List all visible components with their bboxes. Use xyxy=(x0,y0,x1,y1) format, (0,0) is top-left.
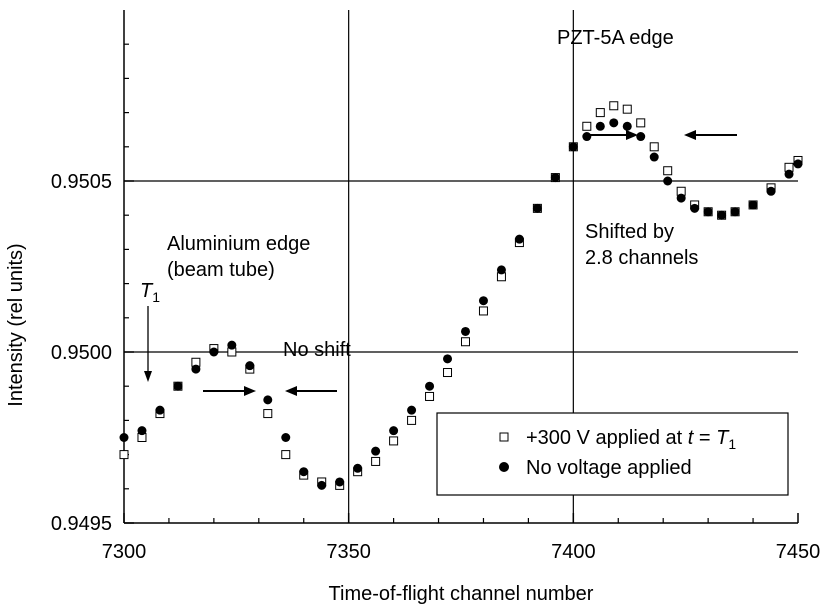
data-point-open-square xyxy=(622,104,632,114)
annotation-t1: T1 xyxy=(140,280,160,305)
data-point-filled-circle xyxy=(335,477,345,487)
data-point-filled-circle xyxy=(609,118,619,128)
data-point-open-square xyxy=(582,121,592,131)
annotation-aluminium-line1: Aluminium edge xyxy=(167,233,310,255)
arrow-shift-right xyxy=(588,130,638,140)
data-point-open-square xyxy=(595,108,605,118)
data-point-filled-circle xyxy=(496,265,506,275)
data-point-filled-circle xyxy=(532,203,542,213)
data-point-open-square xyxy=(407,415,417,425)
data-point-filled-circle xyxy=(460,326,470,336)
data-point-filled-circle xyxy=(766,186,776,196)
data-point-filled-circle xyxy=(191,364,201,374)
arrow-noshift-right xyxy=(203,386,256,396)
series-no-voltage xyxy=(119,118,803,490)
data-point-filled-circle xyxy=(514,234,524,244)
annotation-aluminium-line2: (beam tube) xyxy=(167,259,275,281)
data-point-open-square xyxy=(460,337,470,347)
data-point-filled-circle xyxy=(173,381,183,391)
legend-label-no-voltage: No voltage applied xyxy=(526,457,692,479)
y-tick-label: 0.9495 xyxy=(51,513,112,535)
data-point-filled-circle xyxy=(317,480,327,490)
data-point-open-square xyxy=(371,456,381,466)
data-point-filled-circle xyxy=(119,433,129,442)
data-point-filled-circle xyxy=(717,210,727,220)
legend-marker-open-square xyxy=(499,432,509,442)
data-point-filled-circle xyxy=(550,173,560,183)
data-point-filled-circle xyxy=(227,340,237,350)
y-tick-label: 0.9500 xyxy=(51,342,112,364)
data-point-filled-circle xyxy=(443,354,453,364)
arrow-shift-left xyxy=(684,130,737,140)
data-point-filled-circle xyxy=(793,159,803,169)
annotation-no-shift: No shift xyxy=(283,339,351,361)
y-tick-labels: 0.9495 0.9500 0.9505 xyxy=(51,171,112,535)
data-point-open-square xyxy=(609,101,619,111)
legend-marker-filled-circle xyxy=(499,462,509,472)
data-point-filled-circle xyxy=(245,361,255,371)
x-tick-label: 7300 xyxy=(102,541,147,563)
data-point-open-square xyxy=(443,368,453,378)
data-point-filled-circle xyxy=(353,463,363,473)
data-point-open-square xyxy=(263,409,273,419)
y-axis-title: Intensity (rel units) xyxy=(5,243,27,406)
data-point-open-square xyxy=(119,450,129,460)
x-tick-label: 7400 xyxy=(551,541,596,563)
legend: +300 V applied at t = T1 No voltage appl… xyxy=(436,412,789,496)
data-point-filled-circle xyxy=(371,446,381,456)
legend-label-voltage-applied: +300 V applied at t = T1 xyxy=(526,427,736,452)
data-point-filled-circle xyxy=(676,193,686,203)
arrow-noshift-left xyxy=(285,386,337,396)
legend-box xyxy=(436,412,789,496)
data-point-filled-circle xyxy=(636,132,646,142)
data-point-filled-circle xyxy=(478,296,488,306)
data-point-filled-circle xyxy=(155,405,165,415)
data-point-filled-circle xyxy=(425,381,435,391)
data-point-filled-circle xyxy=(622,121,632,131)
annotation-shifted-line2: 2.8 channels xyxy=(585,247,698,269)
annotation-pzt-edge: PZT-5A edge xyxy=(557,27,674,49)
x-tick-label: 7350 xyxy=(326,541,371,563)
data-point-open-square xyxy=(636,118,646,128)
data-point-open-square xyxy=(281,450,291,460)
data-point-open-square xyxy=(425,391,435,401)
data-point-open-square xyxy=(649,142,659,152)
data-point-filled-circle xyxy=(209,347,219,357)
x-tick-labels: 7300 7350 7400 7450 xyxy=(102,541,821,563)
arrow-t1 xyxy=(144,306,152,382)
x-axis-title: Time-of-flight channel number xyxy=(329,583,594,605)
data-point-filled-circle xyxy=(730,207,740,217)
data-point-filled-circle xyxy=(263,395,273,405)
data-point-filled-circle xyxy=(299,467,309,477)
data-point-filled-circle xyxy=(703,207,713,217)
ticks xyxy=(123,43,799,524)
data-point-filled-circle xyxy=(663,176,673,186)
data-point-filled-circle xyxy=(582,132,592,142)
data-point-open-square xyxy=(389,436,399,446)
data-point-filled-circle xyxy=(595,121,605,131)
data-point-filled-circle xyxy=(568,142,578,152)
annotation-shifted-line1: Shifted by xyxy=(585,221,674,243)
data-point-filled-circle xyxy=(281,433,291,442)
data-point-open-square xyxy=(663,166,673,176)
data-point-filled-circle xyxy=(407,405,417,415)
y-tick-label: 0.9505 xyxy=(51,171,112,193)
data-point-filled-circle xyxy=(137,426,147,436)
data-point-filled-circle xyxy=(649,152,659,162)
data-point-filled-circle xyxy=(389,426,399,436)
data-point-filled-circle xyxy=(690,203,700,213)
x-tick-label: 7450 xyxy=(776,541,821,563)
data-point-filled-circle xyxy=(748,200,758,210)
data-point-filled-circle xyxy=(784,169,794,179)
data-point-open-square xyxy=(478,306,488,316)
